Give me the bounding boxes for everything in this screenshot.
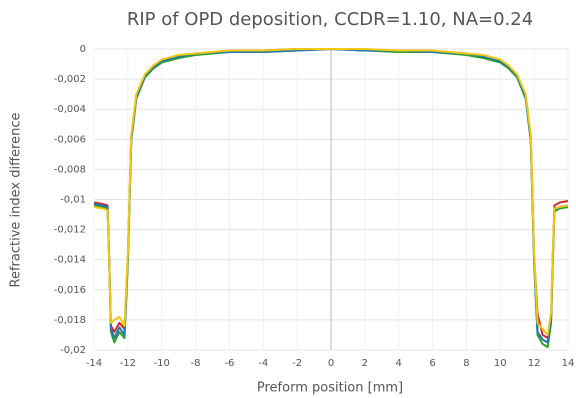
- x-tick-label: 2: [362, 358, 368, 369]
- y-axis-title: Refractive index difference: [9, 113, 24, 288]
- y-tick-label: -0,014: [54, 255, 86, 266]
- x-tick-label: -10: [154, 358, 170, 369]
- y-tick-label: -0,002: [54, 74, 86, 85]
- x-tick-label: -2: [292, 358, 302, 369]
- y-tick-label: -0,012: [54, 225, 86, 236]
- x-tick-label: 6: [429, 358, 435, 369]
- x-tick-label: 8: [463, 358, 469, 369]
- x-tick-label: 4: [396, 358, 402, 369]
- x-tick-label: 0: [328, 358, 334, 369]
- x-tick-label: 14: [562, 358, 575, 369]
- y-tick-label: 0: [80, 44, 86, 55]
- chart-title: RIP of OPD deposition, CCDR=1.10, NA=0.2…: [127, 9, 533, 30]
- x-axis-title: Preform position [mm]: [257, 381, 403, 396]
- x-tick-label: -6: [224, 358, 234, 369]
- x-tick-label: -4: [258, 358, 268, 369]
- y-tick-label: -0,02: [60, 345, 86, 356]
- y-tick-label: -0,006: [54, 134, 86, 145]
- data-line: [93, 48, 569, 336]
- y-tick-label: -0,018: [54, 315, 86, 326]
- y-tick-label: -0,01: [60, 195, 86, 206]
- x-tick-label: -14: [86, 358, 102, 369]
- x-tick-label: -8: [191, 358, 201, 369]
- y-tick-label: -0,004: [54, 104, 86, 115]
- y-tick-label: -0,016: [54, 285, 86, 296]
- x-tick-label: 10: [494, 358, 507, 369]
- y-tick-label: -0,008: [54, 164, 86, 175]
- x-tick-label: -12: [120, 358, 136, 369]
- x-tick-label: 12: [528, 358, 541, 369]
